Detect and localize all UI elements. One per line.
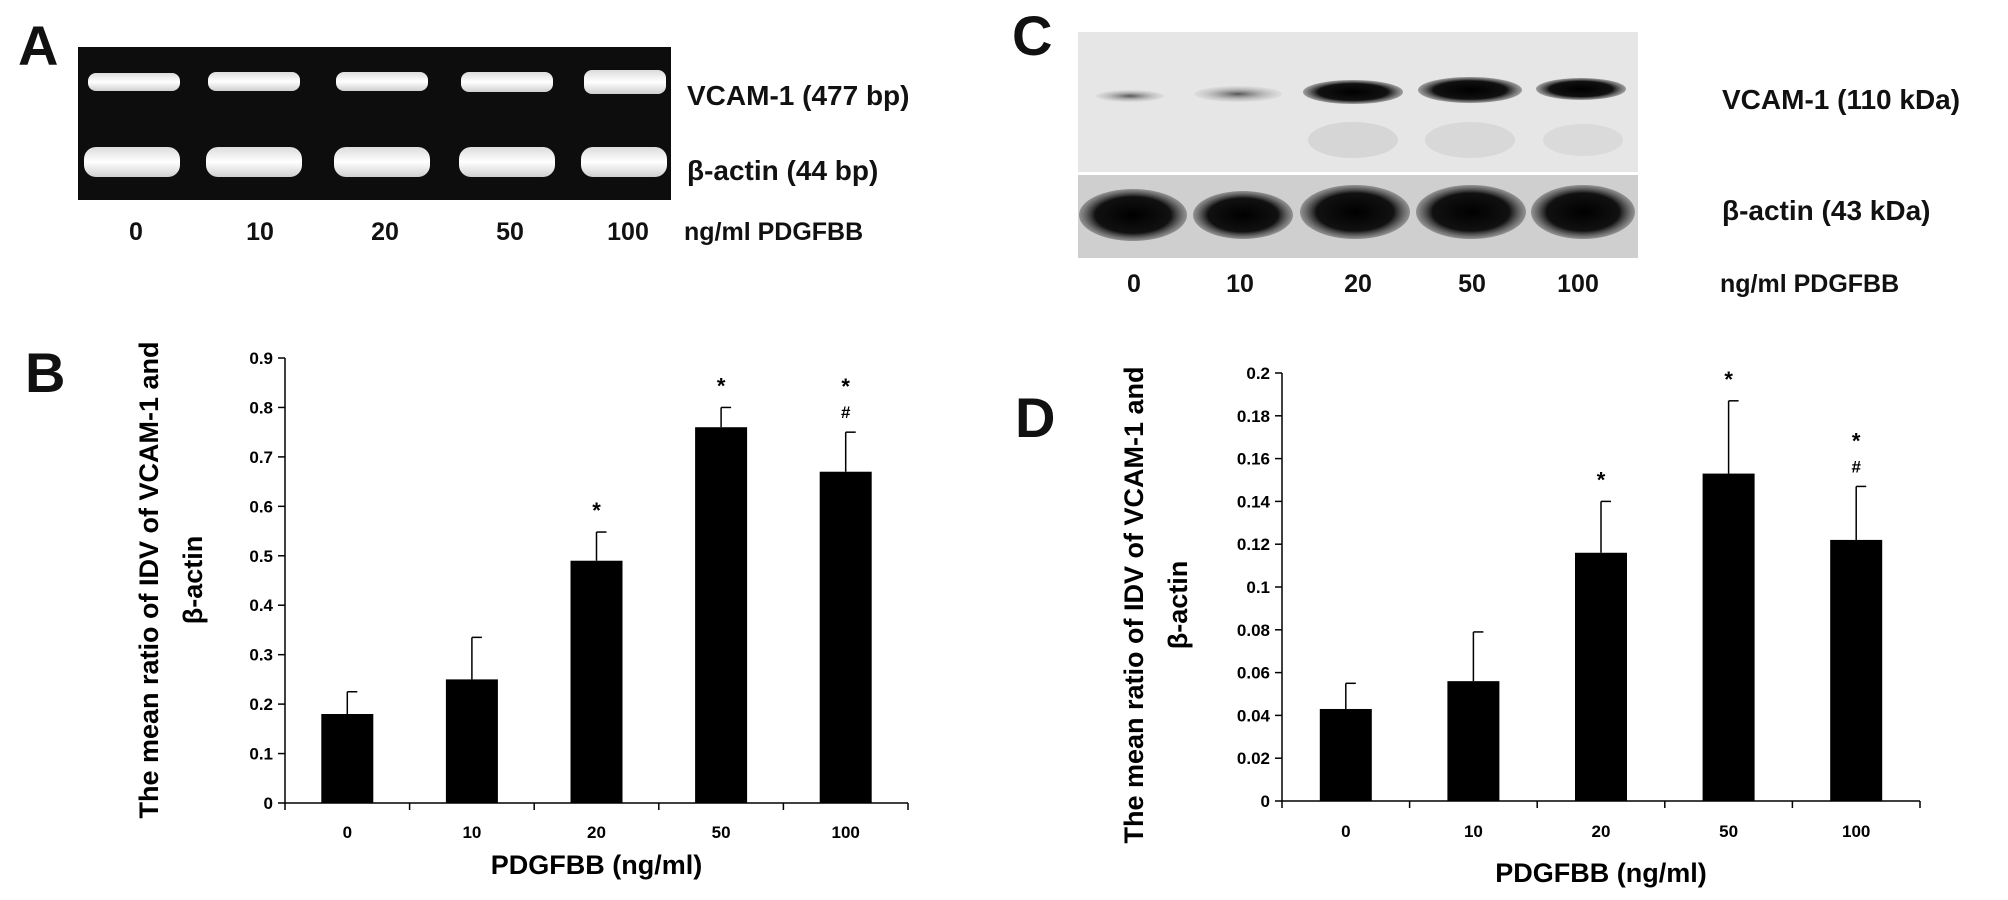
bar — [445, 679, 498, 803]
bar — [695, 427, 748, 803]
blot-c-lane-label: 20 — [1344, 270, 1372, 298]
x-axis-title: PDGFBB (ng/ml) — [1495, 858, 1706, 888]
panel-letter-b: B — [25, 341, 66, 404]
bar — [570, 560, 623, 803]
significance-hash: # — [841, 403, 851, 422]
y-tick-label: 0.2 — [1246, 364, 1270, 383]
y-tick-label: 0.2 — [249, 695, 273, 714]
y-tick-label: 0.1 — [249, 745, 273, 764]
x-category-label: 0 — [343, 823, 352, 842]
significance-hash: # — [1851, 457, 1861, 476]
panel-letter-a: A — [18, 14, 59, 77]
y-tick-label: 0.6 — [249, 497, 273, 516]
y-tick-label: 0.9 — [249, 349, 273, 368]
y-axis-title-line: The mean ratio of IDV of VCAM-1 and — [134, 341, 164, 818]
y-tick-label: 0.1 — [1246, 578, 1270, 597]
y-tick-label: 0.14 — [1237, 492, 1271, 511]
gel-a-band-label: VCAM-1 (477 bp) — [687, 80, 910, 111]
panel-letter-d: D — [1015, 386, 1056, 449]
blot-c-lane-label: 0 — [1127, 270, 1141, 298]
x-category-label: 50 — [712, 823, 731, 842]
bar — [321, 714, 374, 803]
y-tick-label: 0.18 — [1237, 407, 1270, 426]
y-tick-label: 0.12 — [1237, 535, 1270, 554]
y-axis-title-line: The mean ratio of IDV of VCAM-1 and — [1119, 366, 1149, 843]
y-axis-title-line: β-actin — [178, 536, 208, 625]
pcr-gel-image — [78, 47, 671, 200]
gel-a-lane-label: 10 — [246, 218, 274, 246]
gel-a-lane-label: 0 — [129, 218, 143, 246]
y-tick-label: 0 — [1261, 792, 1270, 811]
panel-letter-c: C — [1012, 4, 1053, 67]
y-tick-label: 0.16 — [1237, 450, 1270, 469]
blot-c-band-label: β-actin (43 kDa) — [1722, 195, 1931, 226]
bar — [1830, 539, 1883, 801]
significance-asterisk: * — [1724, 367, 1733, 392]
y-tick-label: 0 — [264, 794, 273, 813]
significance-asterisk: * — [717, 373, 726, 398]
gel-a-band-label: β-actin (44 bp) — [687, 155, 879, 186]
y-tick-label: 0.4 — [249, 596, 273, 615]
gel-a-unit-label: ng/ml PDGFBB — [684, 218, 864, 246]
x-category-label: 20 — [587, 823, 606, 842]
blot-c-lane-label: 10 — [1226, 270, 1254, 298]
significance-asterisk: * — [1597, 467, 1606, 492]
x-category-label: 10 — [1464, 822, 1483, 841]
x-category-label: 100 — [832, 823, 860, 842]
significance-asterisk: * — [841, 374, 850, 399]
x-category-label: 100 — [1842, 822, 1870, 841]
y-tick-label: 0.7 — [249, 448, 273, 467]
y-tick-label: 0.08 — [1237, 621, 1270, 640]
gel-a-lane-label: 20 — [371, 218, 399, 246]
y-tick-label: 0.5 — [249, 547, 273, 566]
significance-asterisk: * — [592, 498, 601, 523]
y-tick-label: 0.3 — [249, 646, 273, 665]
y-tick-label: 0.8 — [249, 398, 273, 417]
gel-a-lane-label: 50 — [496, 218, 524, 246]
gel-a-lane-label: 100 — [607, 218, 649, 246]
y-tick-label: 0.06 — [1237, 664, 1270, 683]
bar — [819, 471, 872, 803]
y-tick-label: 0.02 — [1237, 749, 1270, 768]
x-category-label: 10 — [462, 823, 481, 842]
x-axis-title: PDGFBB (ng/ml) — [491, 850, 702, 880]
blot-c-band-label: VCAM-1 (110 kDa) — [1722, 84, 1961, 115]
western-blot-image — [1078, 32, 1638, 258]
bar — [1575, 552, 1627, 801]
x-category-label: 20 — [1592, 822, 1611, 841]
blot-c-unit-label: ng/ml PDGFBB — [1720, 270, 1900, 298]
y-axis-title-line: β-actin — [1163, 561, 1193, 650]
blot-c-lane-label: 100 — [1557, 270, 1599, 298]
y-tick-label: 0.04 — [1237, 706, 1271, 725]
bar — [1447, 681, 1500, 801]
bar — [1319, 708, 1372, 801]
y-axis-title: The mean ratio of IDV of VCAM-1 and β-act… — [134, 341, 208, 818]
x-category-label: 50 — [1719, 822, 1738, 841]
significance-asterisk: * — [1852, 428, 1861, 453]
blot-c-lane-label: 50 — [1458, 270, 1486, 298]
x-category-label: 0 — [1341, 822, 1350, 841]
y-axis-title: The mean ratio of IDV of VCAM-1 and β-act… — [1119, 366, 1193, 843]
bar — [1702, 473, 1755, 801]
